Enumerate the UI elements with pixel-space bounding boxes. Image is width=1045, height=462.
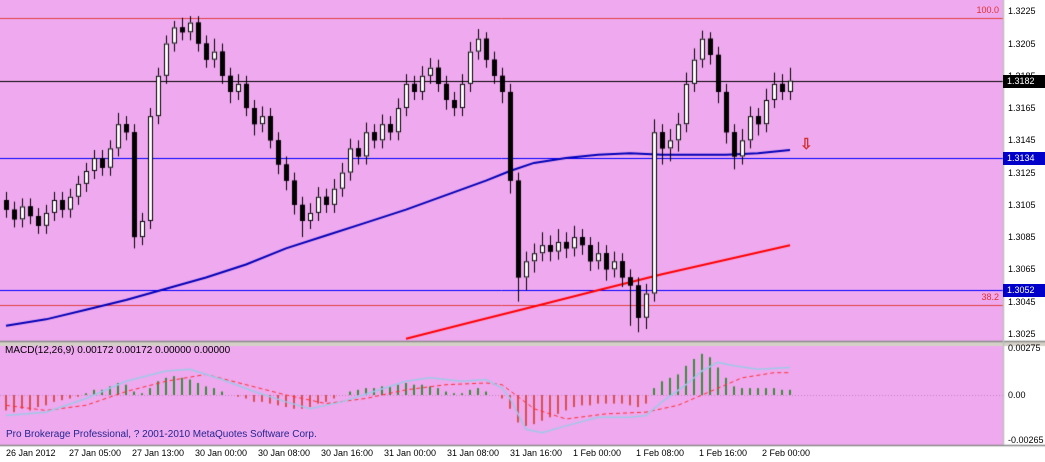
time-axis-label: 1 Feb 16:00: [699, 448, 748, 458]
time-axis-label: 27 Jan 13:00: [132, 448, 185, 458]
fib-level-100-label: 100.0: [976, 4, 999, 15]
macd-axis-label: -0.00265: [1008, 435, 1044, 446]
time-axis-label: 2 Feb 00:00: [762, 448, 811, 458]
price-tag: 1.3052: [1003, 284, 1045, 298]
price-axis-label: 1.3065: [1008, 264, 1036, 275]
price-axis-label: 1.3045: [1008, 296, 1036, 307]
price-axis-label: 1.3205: [1008, 38, 1036, 49]
time-axis-label: 31 Jan 08:00: [447, 448, 500, 458]
sell-arrow-icon[interactable]: ⇩: [800, 136, 813, 153]
price-tag: 1.3182: [1003, 74, 1045, 88]
time-axis-label: 26 Jan 2012: [6, 448, 56, 458]
macd-axis-label: 0.00: [1008, 390, 1026, 400]
broker-copyright: Pro Brokerage Professional, ? 2001-2010 …: [6, 429, 317, 440]
time-axis-label: 31 Jan 00:00: [384, 448, 437, 458]
time-axis-label: 1 Feb 08:00: [636, 448, 685, 458]
price-tag: 1.3134: [1003, 152, 1045, 166]
fib-level-382-label: 38.2: [981, 291, 999, 302]
time-axis-label: 1 Feb 00:00: [573, 448, 622, 458]
time-axis-label: 30 Jan 08:00: [258, 448, 311, 458]
macd-axis-label: 0.00275: [1008, 342, 1041, 353]
macd-indicator-label: MACD(12,26,9) 0.00172 0.00172 0.00000 0.…: [5, 345, 231, 356]
time-axis-label: 30 Jan 16:00: [321, 448, 374, 458]
price-axis-label: 1.3085: [1008, 232, 1036, 243]
price-axis-label: 1.3165: [1008, 103, 1036, 114]
price-axis-label: 1.3105: [1008, 199, 1036, 210]
time-axis-label: 31 Jan 16:00: [510, 448, 563, 458]
price-axis-label: 1.3145: [1008, 135, 1036, 146]
price-axis-label: 1.3125: [1008, 167, 1036, 178]
price-axis-label: 1.3225: [1008, 6, 1036, 17]
time-axis-label: 30 Jan 00:00: [195, 448, 248, 458]
price-axis-label: 1.3025: [1008, 328, 1036, 339]
time-axis-label: 27 Jan 05:00: [69, 448, 122, 458]
